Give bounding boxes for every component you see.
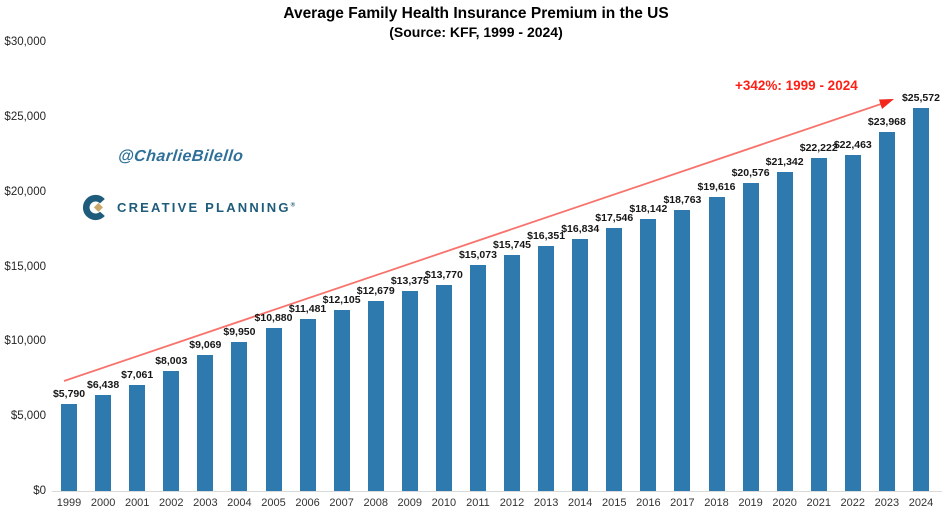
- x-axis-tick-label: 2007: [329, 497, 354, 509]
- watermark-handle: @CharlieBilello: [117, 148, 245, 165]
- bar-value-label: $9,950: [223, 326, 256, 339]
- chart-subtitle: (Source: KFF, 1999 - 2024): [389, 24, 563, 40]
- bar-2003: [197, 355, 214, 491]
- bar-2024: [912, 108, 929, 491]
- x-axis-tick-label: 2011: [466, 497, 490, 509]
- bar-value-label: $20,576: [731, 167, 770, 180]
- bar-value-label: $23,968: [867, 116, 906, 129]
- brand-logo: CREATIVE PLANNING®: [83, 194, 297, 221]
- x-axis-tick-label: 2018: [704, 497, 729, 509]
- bar-2017: [674, 210, 691, 491]
- bar-2004: [231, 342, 248, 491]
- bar-2022: [844, 154, 861, 491]
- bar-value-label: $13,770: [424, 268, 463, 281]
- x-axis-tick-label: 2015: [602, 497, 627, 509]
- x-axis-tick-label: 2023: [874, 497, 900, 509]
- y-axis-tick-label: $5,000: [10, 410, 46, 423]
- bar-value-label: $15,073: [458, 249, 497, 262]
- bar-value-label: $8,003: [155, 355, 188, 368]
- x-axis-tick-label: 2006: [295, 497, 320, 509]
- bar-2013: [538, 246, 555, 491]
- x-axis-tick-label: 2004: [227, 497, 252, 509]
- bar-value-label: $17,546: [595, 212, 634, 225]
- bar-2011: [469, 265, 486, 491]
- bar-value-label: $10,880: [254, 312, 293, 325]
- bar-2014: [572, 239, 589, 491]
- bar-2020: [776, 171, 793, 491]
- x-axis-tick-label: 2012: [499, 497, 525, 509]
- bar-2007: [333, 309, 350, 491]
- x-axis-tick-label: 2016: [636, 497, 661, 509]
- bar-2021: [810, 158, 827, 491]
- bar-value-label: $13,375: [390, 274, 429, 287]
- x-axis-tick-label: 1999: [56, 497, 82, 509]
- bar-2002: [163, 371, 180, 491]
- bar-value-label: $15,745: [493, 239, 532, 252]
- y-axis-tick-label: $25,000: [4, 110, 46, 123]
- y-axis-tick-label: $15,000: [4, 260, 46, 273]
- x-axis-tick-label: 2010: [431, 497, 457, 509]
- brand-logo-text: CREATIVE PLANNING®: [117, 200, 298, 215]
- bar-2000: [95, 394, 112, 491]
- x-axis-tick-label: 2017: [670, 497, 695, 509]
- x-axis-tick-label: 2009: [397, 497, 423, 509]
- growth-annotation: +342%: 1999 - 2024: [735, 78, 858, 93]
- x-axis-tick-label: 2003: [193, 497, 218, 509]
- bar-value-label: $18,142: [629, 203, 668, 216]
- bar-value-label: $16,834: [561, 223, 600, 236]
- x-axis-tick-label: 2022: [840, 497, 866, 509]
- bar-value-label: $7,061: [121, 369, 154, 382]
- x-axis-tick-label: 2001: [124, 497, 150, 509]
- x-axis-tick-label: 2008: [363, 497, 388, 509]
- bar-2015: [606, 228, 623, 491]
- x-axis-tick-label: 2013: [533, 497, 559, 509]
- bar-value-label: $6,438: [87, 378, 120, 391]
- y-axis-tick-label: $0: [33, 485, 46, 497]
- x-axis-tick-label: 2002: [159, 497, 184, 509]
- bar-2019: [742, 183, 759, 491]
- bar-value-label: $22,222: [799, 142, 838, 155]
- bar-2018: [708, 197, 725, 491]
- bar-2012: [504, 255, 521, 491]
- x-axis-tick-label: 2014: [567, 497, 593, 509]
- bar-2009: [401, 290, 418, 491]
- x-axis-tick-label: 2000: [90, 497, 116, 509]
- bar-value-label: $19,616: [697, 181, 736, 194]
- bar-1999: [61, 404, 78, 491]
- bar-2005: [265, 328, 282, 491]
- bar-value-label: $9,069: [189, 339, 222, 352]
- creative-planning-c-icon: [83, 194, 105, 221]
- x-axis-line: [52, 491, 942, 492]
- bar-value-label: $12,105: [322, 293, 361, 306]
- bar-value-label: $12,679: [356, 285, 395, 298]
- chart-title: Average Family Health Insurance Premium …: [283, 5, 669, 22]
- bar-2016: [640, 219, 657, 491]
- bar-value-label: $18,763: [663, 194, 702, 207]
- bar-value-label: $21,342: [765, 155, 804, 168]
- x-axis-tick-label: 2020: [772, 497, 797, 509]
- bar-value-label: $11,481: [288, 303, 327, 316]
- bar-2001: [129, 385, 146, 491]
- bar-value-label: $22,463: [833, 138, 872, 151]
- registered-mark: ®: [290, 202, 298, 209]
- x-axis-tick-label: 2005: [261, 497, 286, 509]
- bar-2010: [435, 284, 452, 491]
- y-axis-tick-label: $30,000: [4, 36, 46, 48]
- bar-value-label: $25,572: [901, 92, 940, 105]
- x-axis-tick-label: 2021: [806, 497, 831, 509]
- bar-2023: [878, 132, 895, 491]
- x-axis-tick-label: 2024: [908, 497, 934, 509]
- bar-value-label: $16,351: [527, 230, 566, 243]
- y-axis-tick-label: $20,000: [4, 185, 46, 198]
- x-axis-tick-label: 2019: [738, 497, 763, 509]
- bar-value-label: $5,790: [52, 388, 86, 401]
- bar-2008: [367, 301, 384, 491]
- bar-2006: [299, 319, 316, 491]
- y-axis-tick-label: $10,000: [4, 335, 46, 348]
